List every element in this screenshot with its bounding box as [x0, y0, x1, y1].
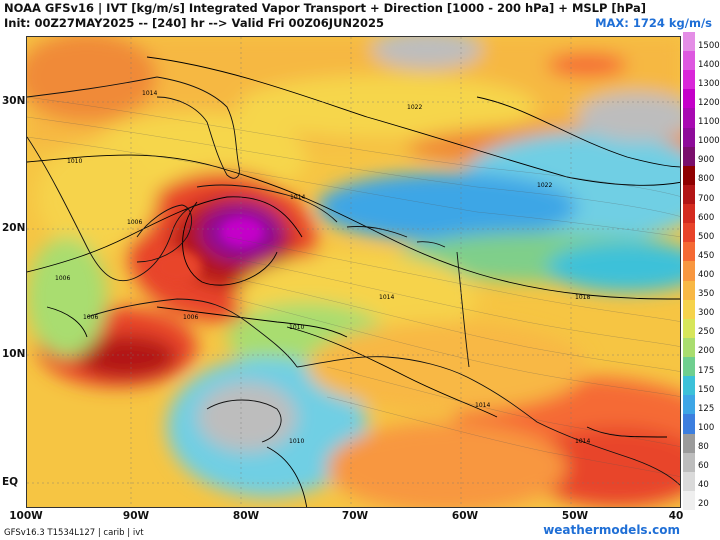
colorbar-segment: [683, 204, 695, 224]
max-value-label: MAX: 1724 kg/m/s: [595, 16, 712, 30]
colorbar-segment: [683, 280, 695, 301]
colorbar-segment: [683, 184, 695, 205]
colorbar-segment: [683, 261, 695, 282]
isobar-label: 1006: [55, 275, 70, 282]
colorbar-tick-label: 40: [698, 480, 709, 491]
colorbar-tick-label: 400: [698, 270, 715, 280]
header: NOAA GFSv16 | IVT [kg/m/s] Integrated Va…: [4, 1, 716, 35]
lat-label-eq: EQ: [2, 476, 19, 488]
colorbar-tick-label: 1100: [698, 117, 720, 128]
isobar-label: 1006: [127, 219, 142, 226]
colorbar-tick-label: 450: [698, 250, 715, 261]
colorbar-segment: [683, 433, 695, 454]
colorbar-segment: [683, 223, 695, 243]
colorbar-tick-label: 700: [698, 193, 715, 204]
colorbar-segment: [683, 89, 695, 109]
isobar-label: 1014: [142, 90, 157, 97]
colorbar-tick-label: 1500: [698, 40, 720, 51]
lon-label-40: 40: [668, 510, 684, 522]
colorbar-segment: [683, 376, 695, 396]
colorbar-segment: [683, 452, 695, 473]
isobar-label: 1014: [379, 294, 394, 301]
lat-label-30n: 30N: [2, 95, 26, 107]
colorbar-segment: [683, 318, 695, 339]
isobar-label: 1014: [475, 402, 490, 409]
isobar-label: 1018: [575, 294, 590, 301]
isobar-label: 1022: [537, 182, 552, 189]
lon-label-70w: 70W: [341, 510, 369, 522]
colorbar-tick-label: 600: [698, 212, 715, 223]
colorbar-segment: [683, 490, 695, 511]
colorbar-tick-label: 1400: [698, 59, 720, 70]
isobar-label: 1014: [290, 194, 305, 201]
ivt-vectors: [27, 96, 680, 477]
isobar-label: 1010: [289, 438, 304, 445]
colorbar-segment: [683, 146, 695, 167]
colorbar-tick-label: 20: [698, 499, 709, 510]
isobar-label: 1010: [289, 324, 304, 331]
colorbar-tick-label: 900: [698, 155, 715, 166]
colorbar-segment: [683, 471, 695, 492]
colorbar-segment: [683, 127, 695, 148]
colorbar-segment: [683, 108, 695, 129]
lat-label-10n: 10N: [2, 348, 26, 360]
lon-label-80w: 80W: [232, 510, 260, 522]
colorbar-tick-label: 1200: [698, 97, 720, 108]
colorbar-tick-label: 1000: [698, 136, 720, 147]
isobar-label: 1006: [83, 314, 98, 321]
colorbar-tick-label: 100: [698, 422, 715, 433]
colorbar-tick-label: 60: [698, 461, 709, 472]
isobar-label: 1014: [575, 438, 590, 445]
colorbar-tick-label: 1300: [698, 78, 720, 89]
colorbar-segment: [683, 414, 695, 434]
colorbar-tick-label: 175: [698, 365, 715, 376]
lat-label-20n: 20N: [2, 222, 26, 234]
colorbar-tick-label: 800: [698, 174, 715, 185]
init-valid-line: Init: 00Z27MAY2025 -- [240] hr --> Valid…: [4, 16, 385, 30]
colorbar-tick-label: 300: [698, 308, 715, 319]
colorbar-tick-label: 80: [698, 442, 709, 453]
colorbar-segment: [683, 299, 695, 320]
colorbar-segment: [683, 337, 695, 358]
ivt-map-canvas: 1014 1022 1022 1010 1014 1006 1006 1006 …: [27, 37, 680, 507]
colorbar-segment: [683, 51, 695, 71]
lon-label-100w: 100W: [9, 510, 43, 522]
lon-label-90w: 90W: [122, 510, 150, 522]
ivt-colorbar: [683, 32, 695, 511]
colorbar-segment: [683, 357, 695, 377]
lon-label-60w: 60W: [451, 510, 479, 522]
model-info: GFSv16.3 T1534L127 | carib | ivt: [4, 528, 144, 538]
colorbar-tick-label: 200: [698, 346, 715, 357]
website-credit: weathermodels.com: [543, 523, 680, 537]
isobar-label: 1010: [67, 158, 82, 165]
colorbar-segment: [683, 165, 695, 186]
ivt-core: [152, 217, 264, 285]
colorbar-tick-label: 500: [698, 231, 715, 242]
isobar-label: 1022: [407, 104, 422, 111]
coastlines: [27, 76, 680, 486]
colorbar-segment: [683, 242, 695, 262]
colorbar-segment: [683, 70, 695, 90]
colorbar-tick-label: 350: [698, 289, 715, 300]
chart-title: NOAA GFSv16 | IVT [kg/m/s] Integrated Va…: [4, 1, 647, 15]
colorbar-tick-label: 250: [698, 327, 715, 338]
lon-label-50w: 50W: [561, 510, 589, 522]
colorbar-segment: [683, 395, 695, 415]
colorbar-segment: [683, 32, 695, 52]
isobar-label: 1006: [183, 314, 198, 321]
graticule: [27, 37, 680, 507]
ivt-map: 1014 1022 1022 1010 1014 1006 1006 1006 …: [26, 36, 681, 508]
colorbar-tick-label: 125: [698, 403, 715, 414]
colorbar-tick-label: 150: [698, 384, 715, 395]
